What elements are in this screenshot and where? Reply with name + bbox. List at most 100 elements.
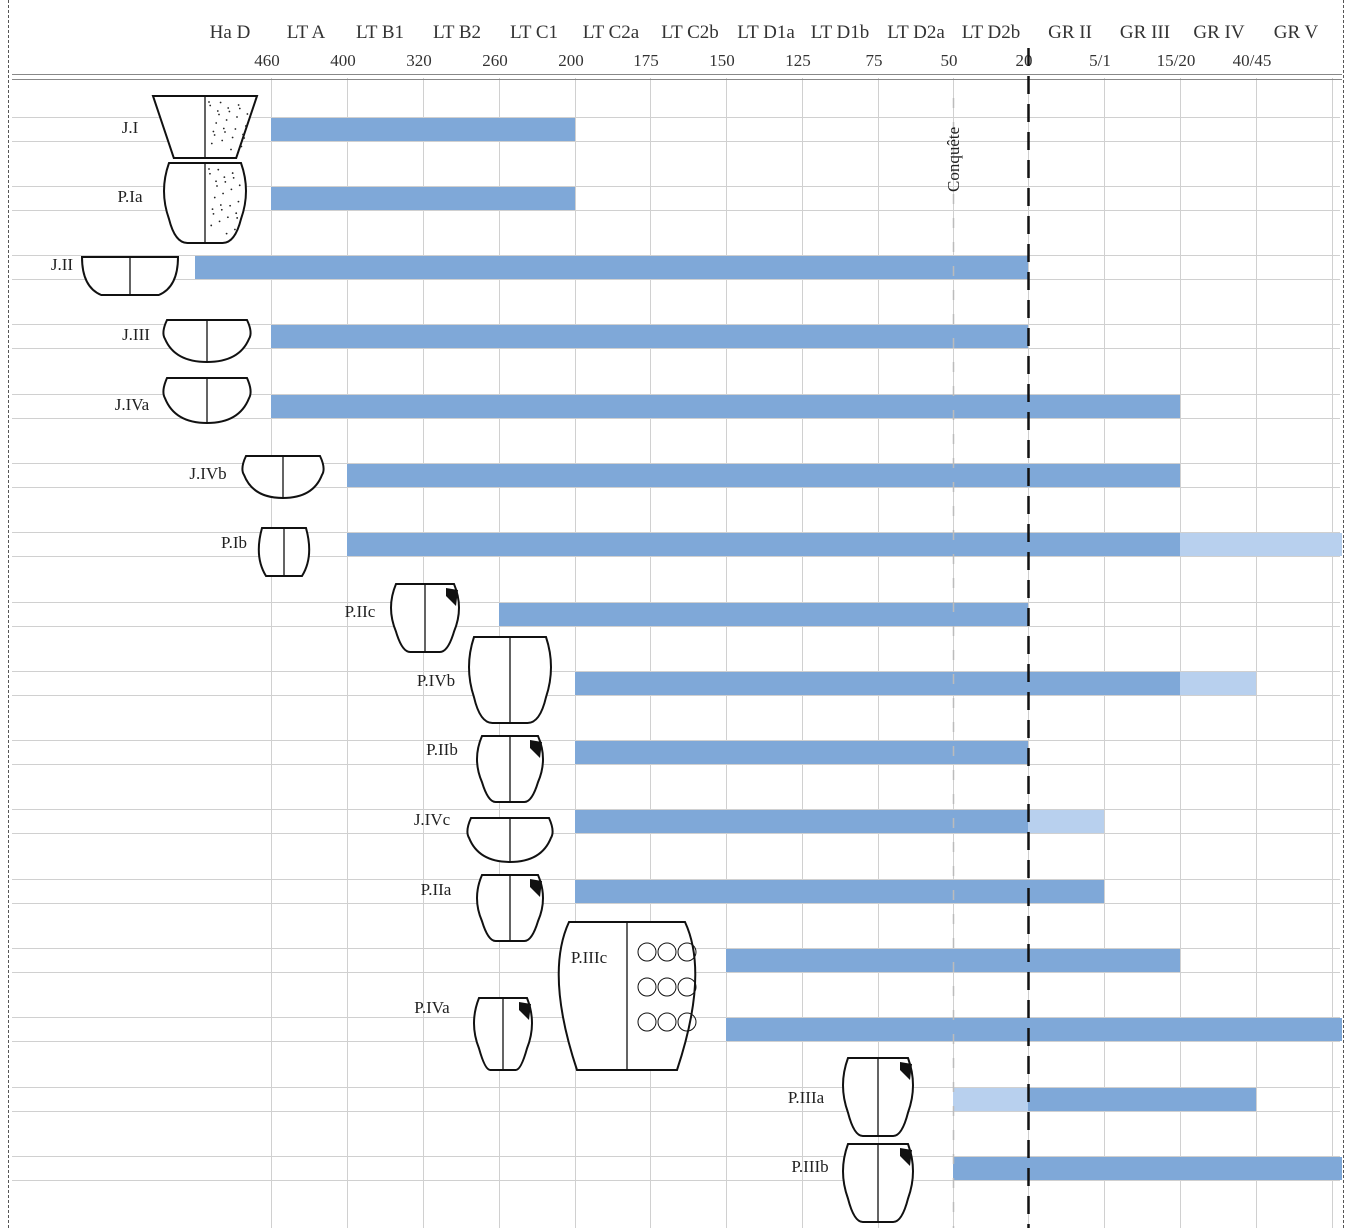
vessel-temper-dot [213,196,216,199]
row-label: P.IIa [421,880,452,899]
vessel-temper-dot [236,217,239,219]
vessel-temper-dot [230,148,232,151]
vessel-profile-piiic [557,921,697,1071]
conquest-marker: Conquête [944,48,1030,1228]
row-label: J.IVa [115,395,150,414]
row-label: P.IIIc [571,948,608,967]
date-tick-label: 400 [330,51,356,70]
bar-attested-pivb [575,672,1180,695]
bar-probable-pivb [1180,672,1256,695]
date-tick-label: 75 [866,51,883,70]
vessel-profile-pib [257,527,311,577]
vessel-temper-dot [210,142,213,145]
bar-attested-piiia [1028,1088,1256,1111]
vessel-temper-dot [237,104,240,106]
vessel-temper-dot [212,212,215,215]
row-label: P.IIc [345,602,376,621]
vessel-profile-jivc [466,817,554,864]
conquest-label: Conquête [944,127,963,192]
vessel-temper-dot [218,220,221,223]
vessel-profile-piic [390,583,460,653]
row-label: P.IIIa [788,1088,825,1107]
vessel-temper-dot [216,185,218,187]
vessel-profile-jiii [162,319,252,364]
vessel-profile-piva [473,997,533,1071]
vessel-temper-dot [224,181,227,183]
period-label: GR V [1274,22,1319,43]
vessel-temper-dot [209,172,211,175]
vessel-profile-piib [476,735,544,803]
bar-attested-jivc [575,810,1028,833]
date-tick-label: 50 [941,51,958,70]
vessel-temper-dot [225,232,228,235]
date-tick-label: 460 [254,51,280,70]
vessel-profile-pia [163,162,247,244]
vessel-temper-dot [227,107,230,109]
bar-attested-piic [499,603,1028,626]
vessel-decor-motif [637,977,657,997]
date-tick-label: 20 [1016,51,1033,70]
vessel-temper-dot [216,110,219,112]
row-label: J.III [122,325,150,344]
vessel-decor-motif [677,977,697,997]
date-tick-label: 200 [558,51,584,70]
date-tick-label: 40/45 [1233,51,1272,70]
bar-probable-pib [1180,533,1342,556]
vessel-temper-dot [209,104,212,107]
vessel-profile-jii [80,256,180,296]
period-label: LT A [287,22,326,43]
bar-attested-jivb [347,464,1180,487]
row-label: P.IIIb [791,1157,828,1176]
date-tick-label: 260 [482,51,508,70]
vessel-temper-dot [244,125,247,127]
vessel-temper-dot [218,113,220,116]
row-label: P.IIb [426,740,458,759]
vessel-profile-ji [151,95,259,159]
vessel-rim-section [530,740,542,758]
vessel-decor-motif [637,1012,657,1032]
vessel-rim-section [900,1062,912,1080]
bar-attested-ji [271,118,575,141]
row-label: P.IVb [417,671,455,690]
bar-probable-piiia [953,1088,1028,1111]
vessel-temper-dot [220,208,223,211]
vessel-temper-dot [219,101,222,104]
vessel-temper-dot [229,204,232,207]
date-tick-label: 5/1 [1089,51,1111,70]
vessel-temper-dot [208,168,210,170]
vessel-profile-jivb [241,455,325,500]
row-labels: J.I P.Ia J.II J.III J.IVa J.IVb P.Ib P.IIc P.IVb… [51,118,829,1176]
vessel-temper-dot [210,224,213,227]
row-label: J.IVc [414,810,451,829]
vessel-profile-piiia [842,1057,914,1137]
vessel-temper-dot [212,130,215,133]
row-label: J.IVb [189,464,226,483]
period-label: LT D1a [737,22,795,43]
vessel-temper-dot [231,136,234,139]
bar-attested-piia [575,880,1104,903]
vessel-decor-motif [657,1012,677,1032]
row-label: J.I [122,118,139,137]
date-tick-label: 175 [633,51,659,70]
vessel-temper-dot [211,208,214,211]
vessel-decor-motif [657,977,677,997]
vessel-temper-dot [238,107,241,110]
period-label: LT C2a [583,22,640,43]
bar-attested-piiib [953,1157,1342,1180]
period-label: LT D2b [962,22,1021,43]
row-label: P.Ib [221,533,247,552]
vessel-rim-section [446,588,458,606]
bar-attested-jii [195,256,1028,279]
vessel-temper-dot [222,127,225,130]
bar-probable-jivc [1028,810,1104,833]
vessel-rim-section [530,879,542,897]
vessel-temper-dot [228,110,231,113]
vessel-temper-dot [238,184,241,187]
row-label: J.II [51,255,74,274]
period-label: GR III [1120,22,1170,43]
bar-attested-piva [726,1018,1342,1041]
vessel-temper-dot [215,180,217,183]
vessel-temper-dot [226,216,229,219]
date-tick-label: 320 [406,51,432,70]
